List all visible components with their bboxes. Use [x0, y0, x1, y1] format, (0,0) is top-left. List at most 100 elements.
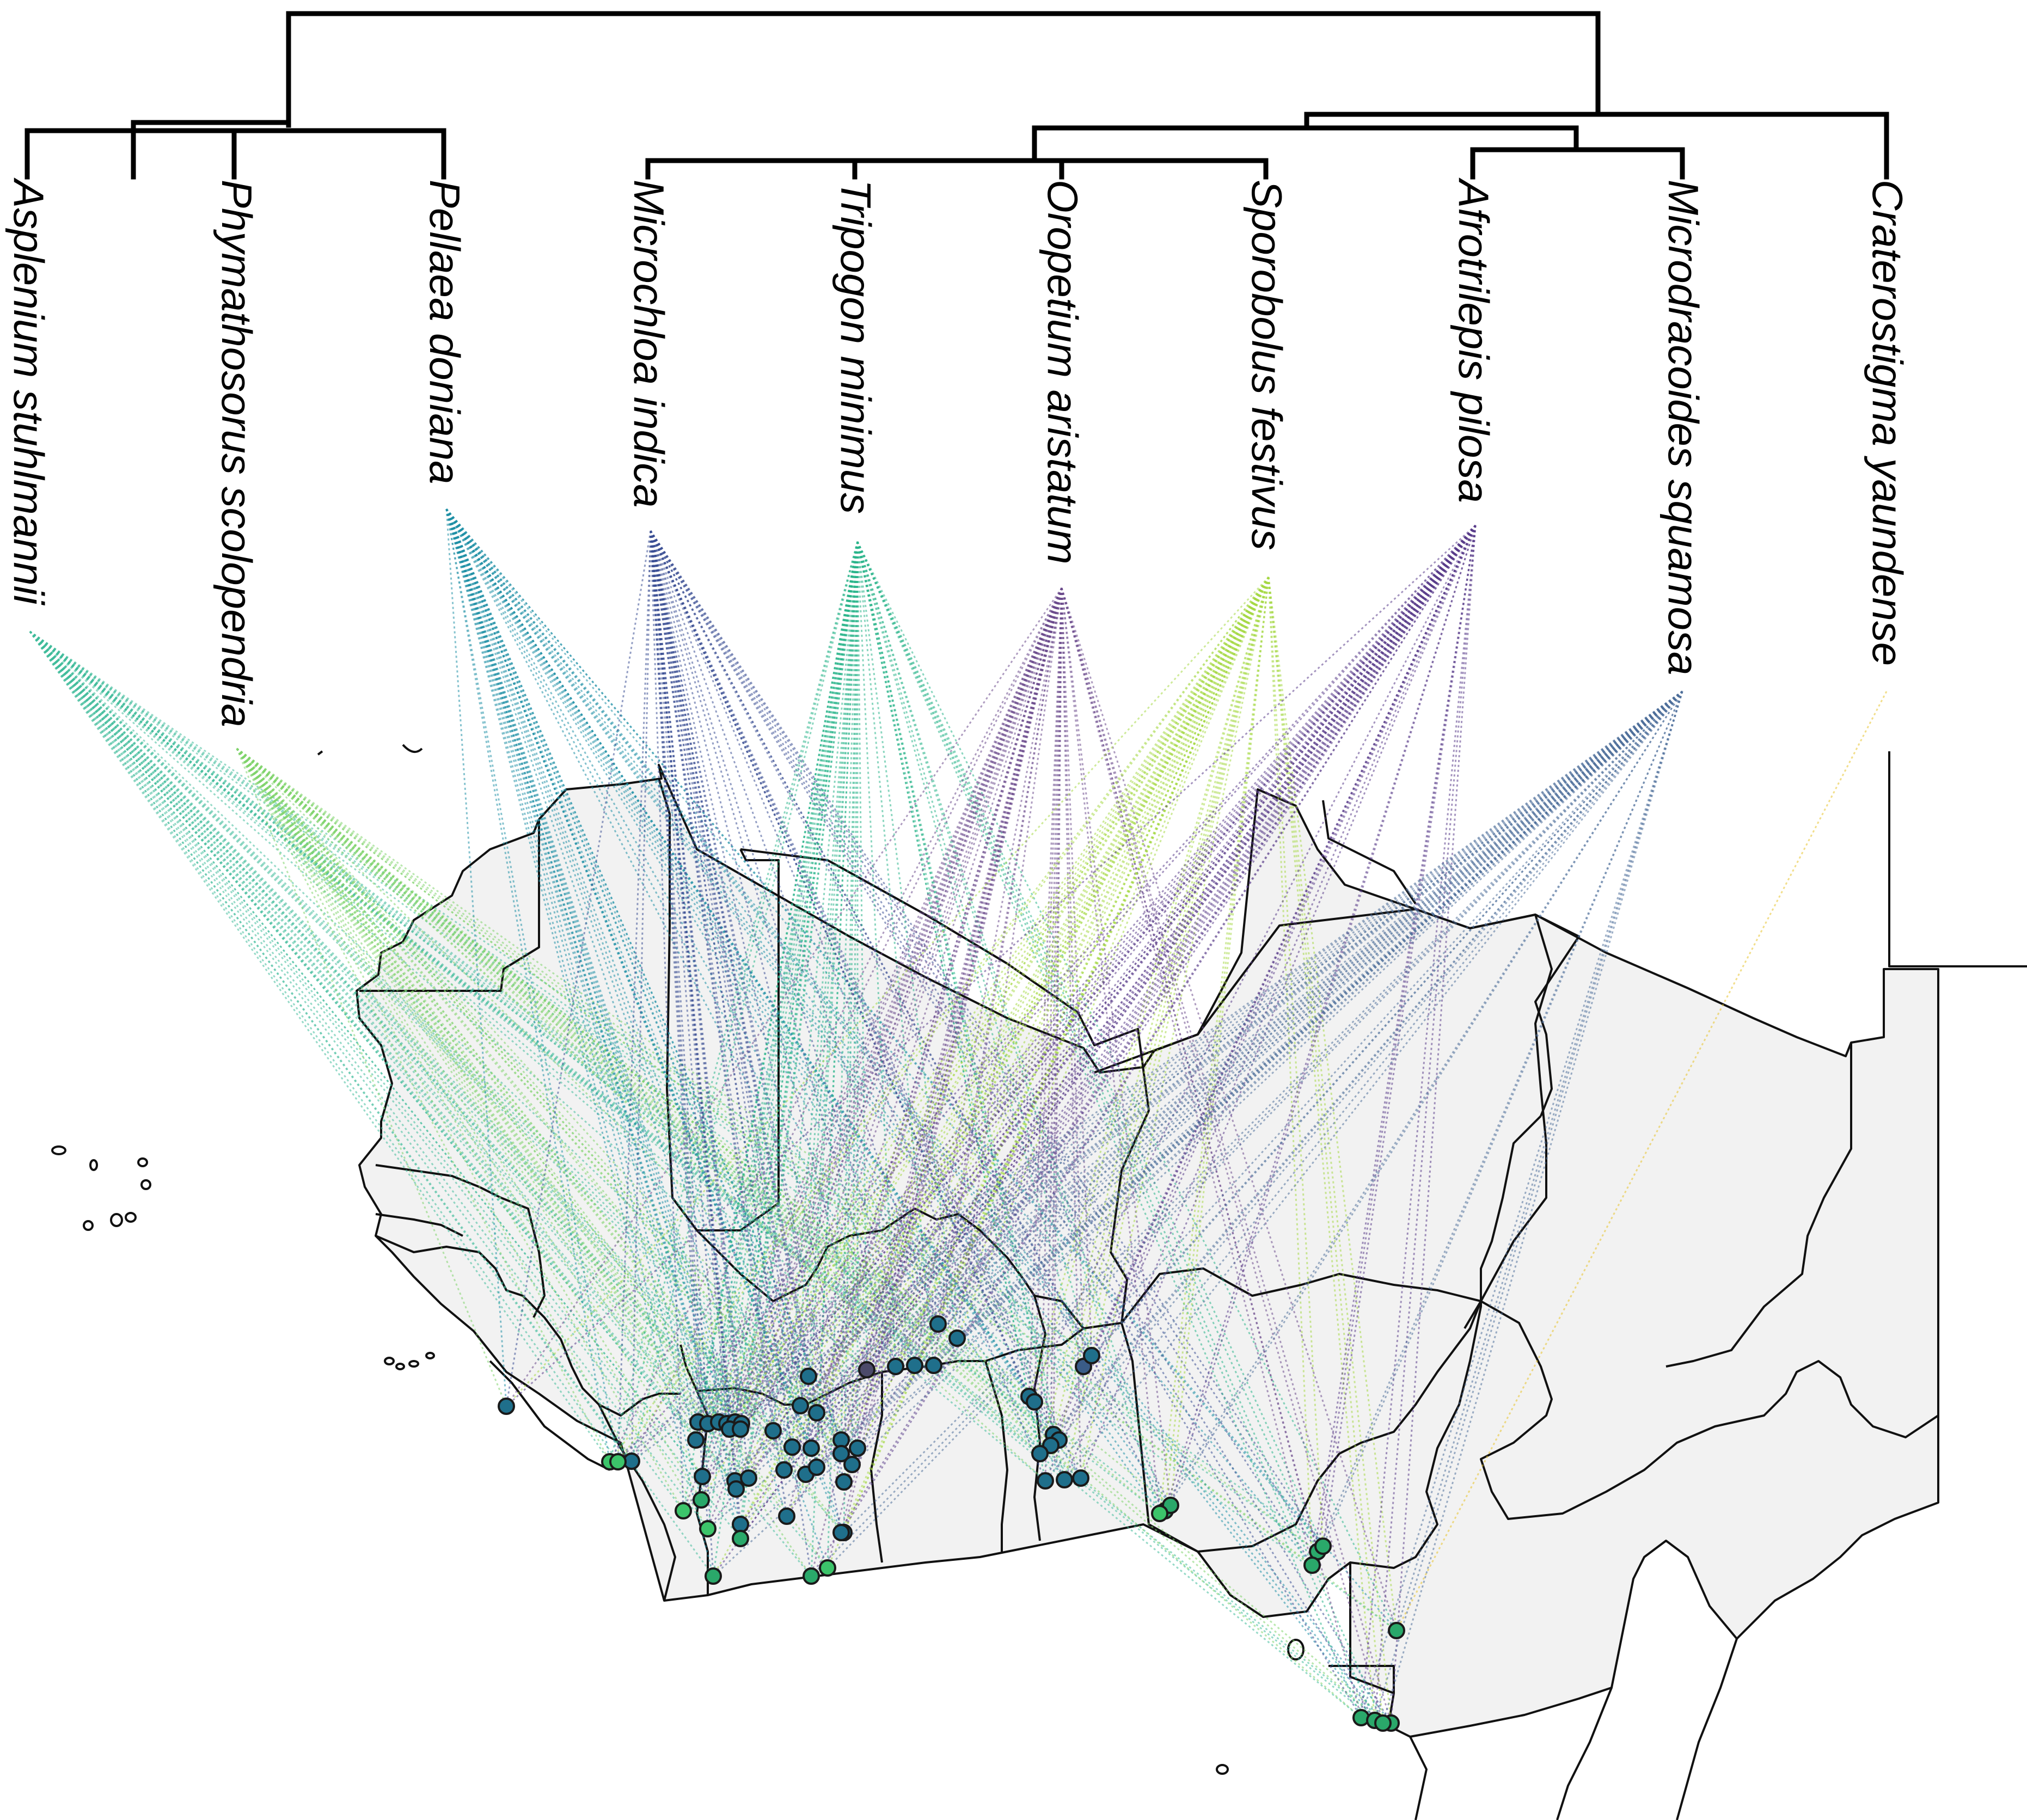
link-taxon-2-site-68 — [445, 508, 1392, 1724]
link-taxon-0-site-3 — [29, 631, 619, 1462]
cape-verde-islands — [51, 1145, 151, 1231]
link-taxon-8-site-21 — [695, 690, 1683, 1441]
link-taxon-7-site-31 — [734, 525, 1477, 1481]
link-taxon-3-site-40 — [650, 530, 788, 1517]
taxon-labels: Asplenium stuhlmannii Phymathosorus scol… — [5, 177, 1912, 727]
link-taxon-2-site-45 — [445, 508, 829, 1568]
occurrence-site — [740, 1469, 757, 1487]
link-taxon-6-site-51 — [1058, 577, 1270, 1441]
occurrence-site — [699, 1520, 717, 1537]
link-taxon-4-site-9 — [856, 541, 935, 1366]
phylogenetic-tree — [25, 11, 1889, 180]
link-taxon-7-site-67 — [1374, 525, 1477, 1721]
link-taxon-1-site-13 — [236, 748, 699, 1423]
link-taxon-0-site-62 — [29, 630, 1318, 1553]
link-taxon-0-site-66 — [29, 630, 1362, 1719]
link-taxon-8-site-23 — [792, 690, 1683, 1448]
link-taxon-6-site-64 — [1267, 577, 1313, 1566]
link-taxon-0-site-5 — [29, 630, 958, 1339]
link-taxon-6-site-69 — [1267, 577, 1384, 1724]
link-taxon-6-site-53 — [1039, 577, 1270, 1454]
link-taxon-2-site-23 — [445, 508, 793, 1448]
link-taxon-1-site-41 — [236, 748, 845, 1533]
link-taxon-0-site-19 — [29, 631, 731, 1430]
link-taxon-6-site-11 — [799, 577, 1270, 1406]
link-taxon-1-site-58 — [236, 747, 1092, 1357]
link-taxon-8-site-55 — [1063, 691, 1683, 1480]
link-taxon-1-site-66 — [236, 747, 1362, 1719]
occurrence-site — [1072, 1469, 1089, 1487]
occurrence-site — [843, 1456, 861, 1473]
link-taxon-4-site-23 — [791, 541, 859, 1448]
link-taxon-2-site-21 — [445, 508, 697, 1441]
link-taxon-8-site-10 — [808, 690, 1683, 1377]
occurrence-site — [1056, 1471, 1073, 1488]
link-taxon-6-site-0 — [505, 576, 1270, 1407]
border-cameroon — [1350, 1115, 1542, 1569]
occurrence-site — [694, 1468, 711, 1485]
occurrence-site — [727, 1480, 745, 1498]
link-taxon-5-site-1 — [609, 587, 1063, 1462]
link-taxon-1-site-34 — [236, 748, 807, 1475]
occurrence-site — [1374, 1714, 1392, 1732]
tree-root — [286, 11, 1601, 128]
link-taxon-6-site-63 — [1267, 577, 1324, 1547]
link-taxon-7-site-47 — [712, 525, 1477, 1577]
border-ivory-coast-west — [598, 1404, 676, 1601]
link-taxon-6-site-52 — [1050, 577, 1270, 1446]
link-taxon-8-site-43 — [739, 690, 1683, 1540]
link-taxon-5-site-66 — [1061, 587, 1362, 1718]
link-taxon-4-site-62 — [856, 541, 1319, 1552]
link-taxon-4-site-7 — [856, 541, 897, 1367]
link-taxon-8-site-11 — [800, 690, 1683, 1407]
border-niger-chad — [1094, 908, 1553, 1329]
link-taxon-3-site-3 — [617, 530, 652, 1462]
link-taxon-8-site-27 — [783, 690, 1683, 1471]
link-taxon-0-site-2 — [29, 631, 633, 1462]
tree-fern-branches — [25, 120, 291, 180]
link-taxon-1-site-24 — [236, 748, 812, 1449]
taxon-label-tripogon-minimus: Tripogon minimus — [832, 180, 880, 514]
link-taxon-3-site-8 — [650, 530, 916, 1366]
link-taxon-2-site-8 — [445, 508, 916, 1366]
link-taxon-8-site-41 — [843, 690, 1683, 1534]
link-taxon-0-site-38 — [29, 631, 684, 1511]
link-taxon-5-site-68 — [1061, 587, 1392, 1724]
link-taxon-1-site-36 — [236, 748, 845, 1482]
border-mauritania-east — [658, 778, 780, 1231]
link-taxon-0-site-46 — [29, 631, 812, 1577]
link-taxon-5-site-45 — [826, 587, 1063, 1568]
link-taxon-7-site-63 — [1322, 525, 1477, 1547]
link-taxon-1-site-60 — [236, 747, 1171, 1506]
link-taxon-5-site-64 — [1061, 587, 1313, 1566]
border-drc-east — [1676, 1638, 1738, 1820]
link-taxon-2-site-33 — [445, 508, 737, 1490]
link-taxon-3-site-50 — [650, 530, 1055, 1435]
border-guinea — [375, 1235, 681, 1417]
link-taxon-2-site-11 — [445, 508, 801, 1406]
link-taxon-7-site-18 — [740, 525, 1477, 1424]
link-taxon-6-site-7 — [895, 577, 1270, 1367]
link-taxon-4-site-6 — [856, 541, 868, 1370]
occurrence-site — [609, 1453, 627, 1470]
link-taxon-5-site-58 — [1061, 587, 1093, 1356]
link-taxon-6-site-60 — [1169, 577, 1270, 1506]
link-taxon-4-site-22 — [772, 541, 859, 1431]
border-chad-sudan — [1534, 914, 1580, 1117]
occurrence-site — [675, 1502, 692, 1519]
occurrence-site — [808, 1404, 825, 1421]
link-taxon-3-site-16 — [650, 530, 728, 1424]
occurrence-site — [925, 1357, 942, 1374]
link-taxon-4-site-27 — [783, 541, 859, 1470]
link-taxon-4-site-41 — [843, 541, 859, 1533]
link-taxon-5-site-69 — [1061, 587, 1384, 1724]
link-taxon-7-site-56 — [1080, 525, 1477, 1479]
occurrence-site — [948, 1329, 966, 1347]
link-taxon-2-site-5 — [445, 508, 958, 1339]
link-taxon-0-site-29 — [29, 630, 853, 1466]
link-taxon-2-site-43 — [445, 508, 742, 1539]
link-taxon-8-site-47 — [712, 690, 1683, 1577]
occurrence-site — [783, 1438, 801, 1456]
occurrence-site — [778, 1508, 795, 1525]
link-taxon-5-site-37 — [700, 587, 1063, 1500]
